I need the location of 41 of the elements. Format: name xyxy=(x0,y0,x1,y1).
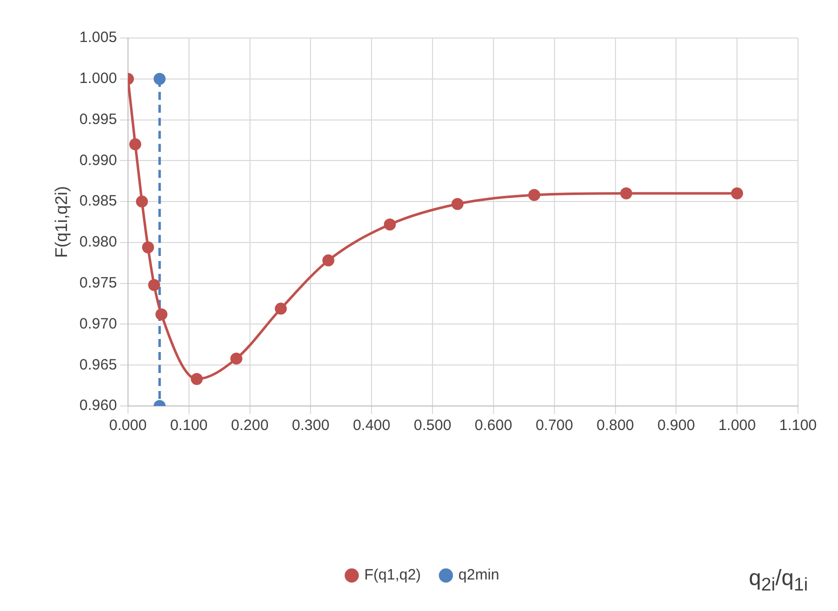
y-tick-label: 0.980 xyxy=(79,234,117,251)
y-tick-label: 0.970 xyxy=(79,315,117,332)
point xyxy=(154,72,166,85)
x-tick-label: 1.000 xyxy=(718,417,756,434)
x-tick-label: 0.800 xyxy=(596,417,634,434)
y-tick-label: 0.975 xyxy=(79,274,117,292)
y-tick-label: 0.960 xyxy=(79,397,117,414)
x-tick-label: 0.000 xyxy=(109,417,147,434)
point xyxy=(731,187,744,200)
legend-label: F(q1,q2) xyxy=(364,566,421,584)
legend-label: q2min xyxy=(458,566,500,584)
y-tick-label: 0.965 xyxy=(79,356,117,374)
point xyxy=(142,241,154,254)
text: q$_{2i}$/q$_{1i}$ xyxy=(748,564,808,595)
point xyxy=(451,198,464,210)
x-tick-label: 1.100 xyxy=(779,417,817,434)
y-tick-label: 0.990 xyxy=(79,152,117,169)
point xyxy=(230,352,242,365)
point xyxy=(148,278,160,291)
x-tick-label: 0.400 xyxy=(352,417,390,434)
y-axis-title: F(q1i,q2i) xyxy=(52,186,71,258)
y-tick-label: 1.000 xyxy=(79,70,117,88)
point xyxy=(384,218,396,230)
point xyxy=(190,373,203,386)
x-tick-label: 0.500 xyxy=(414,417,452,434)
point xyxy=(136,196,148,208)
y-tick-label: 1.005 xyxy=(79,29,117,46)
point xyxy=(274,302,287,315)
point xyxy=(129,138,142,150)
x-tick-label: 0.100 xyxy=(170,417,208,434)
y-tick-label: 0.995 xyxy=(79,110,117,128)
point xyxy=(155,308,168,320)
x-tick-label: 0.900 xyxy=(657,417,695,434)
x-tick-label: 0.300 xyxy=(292,417,330,434)
point xyxy=(620,187,632,200)
x-tick-label: 0.700 xyxy=(536,417,574,434)
x-tick-label: 0.600 xyxy=(474,417,512,434)
x-tick-label: 0.200 xyxy=(230,417,269,434)
point xyxy=(528,189,540,202)
point xyxy=(322,254,334,266)
y-tick-label: 0.985 xyxy=(79,192,117,210)
